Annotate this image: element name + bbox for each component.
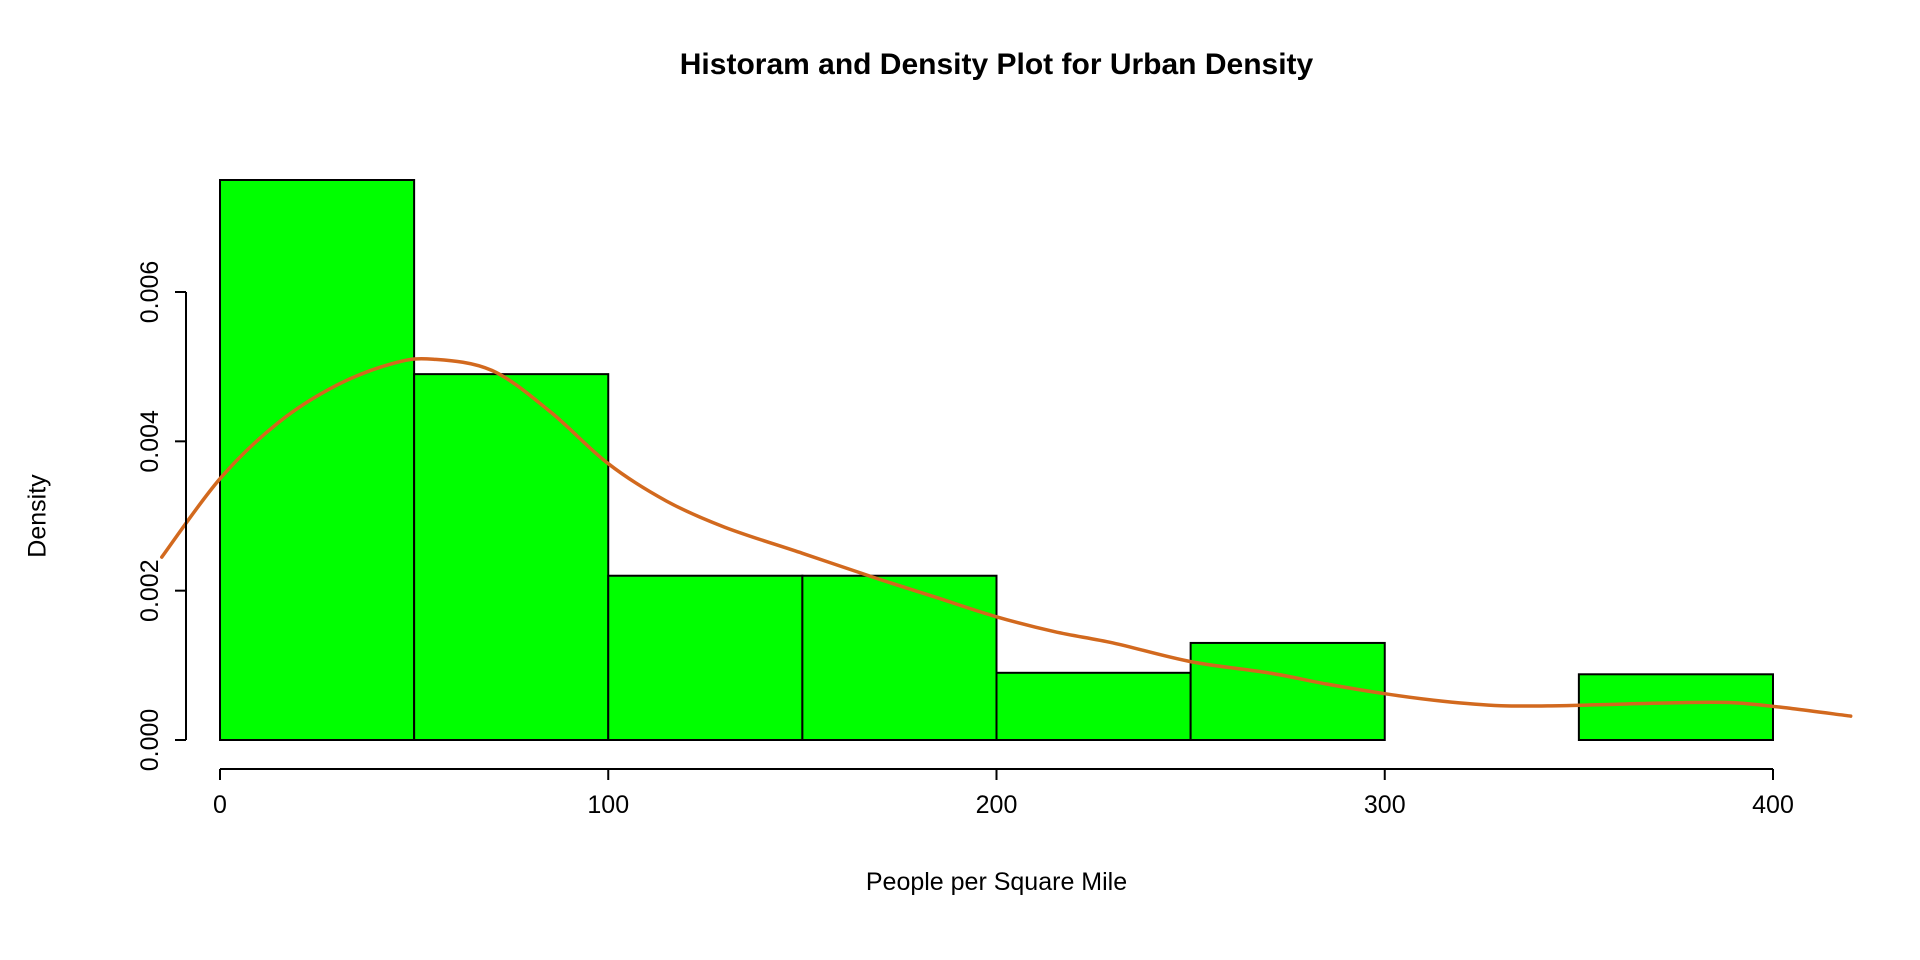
x-tick-label: 0: [213, 791, 227, 819]
x-tick-label: 200: [976, 791, 1018, 819]
y-tick-label: 0.006: [136, 261, 164, 324]
y-tick-label: 0.004: [136, 410, 164, 473]
density-curve: [160, 356, 1853, 718]
x-tick-label: 300: [1364, 791, 1406, 819]
histogram-bar: [607, 574, 804, 741]
chart-title: Historam and Density Plot for Urban Dens…: [679, 48, 1314, 81]
y-tick-label: 0.000: [136, 709, 164, 772]
histogram-bar: [413, 373, 610, 741]
histogram-bar: [1577, 673, 1774, 741]
y-tick-label: 0.002: [136, 559, 164, 622]
histogram-bar: [801, 574, 998, 741]
histogram-bar: [219, 179, 416, 741]
x-tick-label: 100: [587, 791, 629, 819]
x-axis-label: People per Square Mile: [865, 868, 1128, 896]
histogram-bar: [995, 671, 1192, 741]
histogram-bar: [1189, 641, 1386, 742]
x-tick-label: 400: [1752, 791, 1794, 819]
